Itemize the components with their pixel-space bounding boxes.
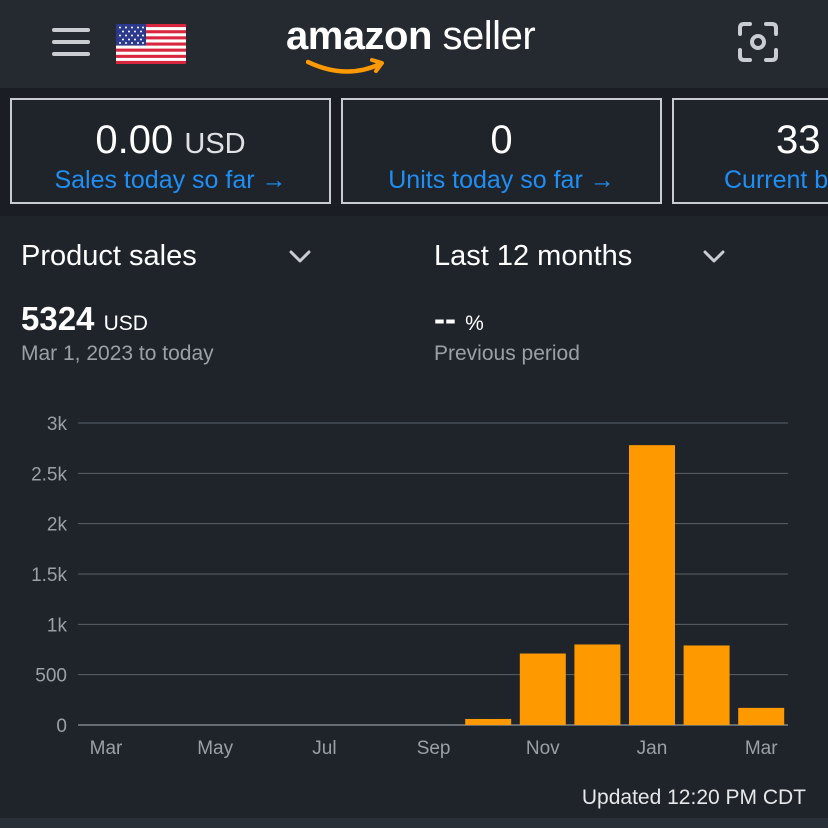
total-sales-value: 5324: [21, 300, 95, 337]
scan-icon[interactable]: [736, 20, 780, 64]
summary-cards: 0.00 USD Sales today so far → 0 Units to…: [0, 88, 828, 216]
x-tick-label: Mar: [745, 738, 778, 759]
metric-dropdown[interactable]: Product sales: [21, 240, 197, 272]
previous-period-label: Previous period: [434, 342, 580, 365]
change-unit: %: [465, 312, 484, 335]
period-dropdown[interactable]: Last 12 months: [434, 240, 633, 272]
chevron-down-icon[interactable]: [703, 250, 725, 264]
units-today-value: 0: [490, 118, 513, 162]
total-sales-unit: USD: [103, 312, 148, 335]
app-header: amazon seller: [0, 0, 828, 89]
us-flag-icon[interactable]: [116, 24, 186, 64]
y-tick-label: 1k: [47, 615, 68, 636]
logo-bold-text: amazon: [286, 14, 432, 58]
sales-bar-chart: 0 500 1k 1.5k 2k 2.5k 3k Mar May Jul Sep Nov Jan Mar: [31, 414, 788, 759]
x-tick-label: Jul: [312, 738, 336, 759]
amazon-seller-logo: amazon seller: [286, 14, 556, 78]
y-tick-label: 2.5k: [31, 464, 67, 485]
bar[interactable]: [629, 445, 675, 725]
current-balance-card[interactable]: 33 Current b: [672, 98, 828, 204]
arrow-right-icon: →: [254, 166, 287, 194]
sales-today-link[interactable]: Sales today so far: [54, 166, 255, 194]
x-tick-label: Jan: [637, 738, 668, 759]
sales-today-card[interactable]: 0.00 USD Sales today so far →: [10, 98, 331, 204]
arrow-right-icon: →: [582, 166, 615, 194]
chevron-down-icon[interactable]: [289, 250, 311, 264]
updated-timestamp: Updated 12:20 PM CDT: [581, 786, 806, 809]
bar[interactable]: [738, 707, 785, 725]
total-sales: 5324 USD: [21, 300, 148, 338]
change-percent: -- %: [434, 300, 484, 338]
logo-light-text: seller: [431, 14, 536, 58]
sales-today-unit: USD: [184, 128, 246, 160]
bottom-bar: [0, 818, 828, 828]
y-tick-label: 1.5k: [31, 565, 67, 586]
y-tick-label: 2k: [47, 515, 68, 536]
x-tick-label: Nov: [526, 738, 560, 759]
x-tick-label: Mar: [90, 738, 123, 759]
bar[interactable]: [465, 718, 512, 725]
hamburger-menu-icon[interactable]: [52, 28, 90, 56]
sales-today-value: 0.00: [95, 118, 174, 162]
current-balance-link[interactable]: Current b: [724, 166, 828, 194]
y-tick-label: 500: [35, 666, 67, 687]
bar[interactable]: [574, 644, 621, 725]
y-tick-label: 3k: [47, 414, 68, 435]
smile-arrow-icon: [306, 58, 384, 74]
x-tick-label: Sep: [417, 738, 451, 759]
bar[interactable]: [683, 645, 730, 725]
y-tick-label: 0: [56, 716, 67, 737]
units-today-card[interactable]: 0 Units today so far →: [341, 98, 662, 204]
current-balance-value: 33: [776, 118, 821, 162]
total-date-range: Mar 1, 2023 to today: [21, 342, 214, 365]
units-today-link[interactable]: Units today so far: [388, 166, 583, 194]
change-value: --: [434, 300, 456, 337]
bar[interactable]: [519, 653, 566, 725]
x-tick-label: May: [197, 738, 233, 759]
